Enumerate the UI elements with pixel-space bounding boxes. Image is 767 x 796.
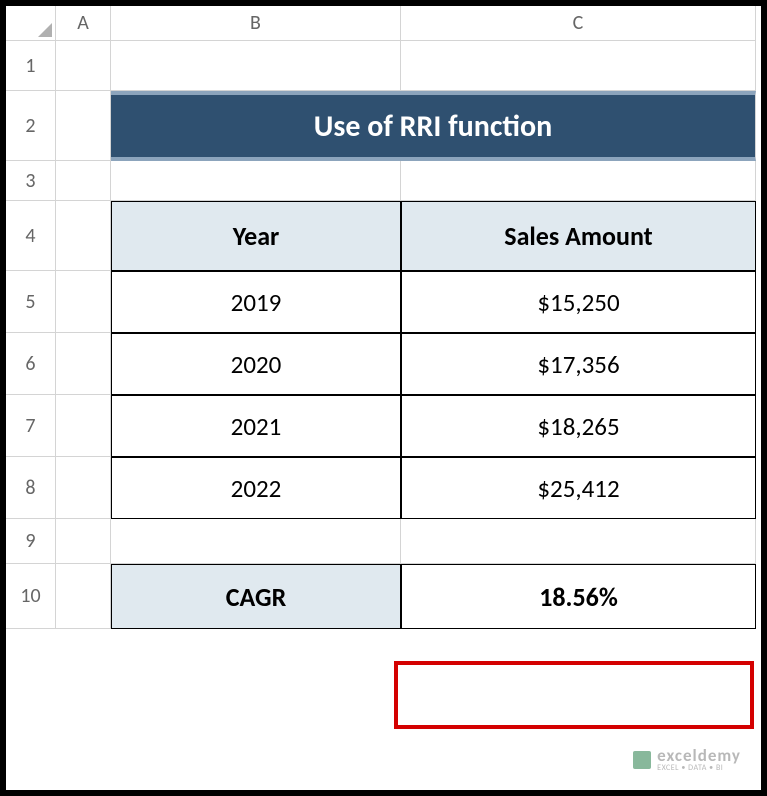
cell-A4[interactable] xyxy=(56,201,111,271)
spreadsheet-grid: A B C 1 2 Use of RRI function 3 4 Year S… xyxy=(6,6,761,629)
table-header-year[interactable]: Year xyxy=(111,201,401,271)
cell-A7[interactable] xyxy=(56,395,111,457)
cell-C9[interactable] xyxy=(401,519,756,564)
cell-A8[interactable] xyxy=(56,457,111,519)
table-row[interactable]: $25,412 xyxy=(401,457,756,519)
watermark-tagline: EXCEL • DATA • BI xyxy=(657,764,741,772)
cell-A1[interactable] xyxy=(56,41,111,91)
cell-A2[interactable] xyxy=(56,91,111,161)
title-banner[interactable]: Use of RRI function xyxy=(111,91,756,161)
watermark: exceldemy EXCEL • DATA • BI xyxy=(633,747,741,772)
cell-B3[interactable] xyxy=(111,161,401,201)
cell-B1[interactable] xyxy=(111,41,401,91)
table-row[interactable]: $17,356 xyxy=(401,333,756,395)
cell-A3[interactable] xyxy=(56,161,111,201)
exceldemy-icon xyxy=(633,751,651,769)
row-header-9[interactable]: 9 xyxy=(6,519,56,564)
cell-C3[interactable] xyxy=(401,161,756,201)
row-header-10[interactable]: 10 xyxy=(6,564,56,629)
cell-A9[interactable] xyxy=(56,519,111,564)
row-header-2[interactable]: 2 xyxy=(6,91,56,161)
row-header-6[interactable]: 6 xyxy=(6,333,56,395)
cell-A5[interactable] xyxy=(56,271,111,333)
cagr-label[interactable]: CAGR xyxy=(111,564,401,629)
col-header-A[interactable]: A xyxy=(56,6,111,41)
cagr-value[interactable]: 18.56% xyxy=(401,564,756,629)
watermark-brand: exceldemy xyxy=(657,747,741,764)
row-header-1[interactable]: 1 xyxy=(6,41,56,91)
cell-C1[interactable] xyxy=(401,41,756,91)
row-header-3[interactable]: 3 xyxy=(6,161,56,201)
col-header-B[interactable]: B xyxy=(111,6,401,41)
table-header-sales[interactable]: Sales Amount xyxy=(401,201,756,271)
table-row[interactable]: 2022 xyxy=(111,457,401,519)
select-all-corner[interactable] xyxy=(6,6,56,41)
cell-A6[interactable] xyxy=(56,333,111,395)
highlight-rectangle xyxy=(394,661,754,729)
row-header-7[interactable]: 7 xyxy=(6,395,56,457)
table-row[interactable]: $18,265 xyxy=(401,395,756,457)
table-row[interactable]: 2021 xyxy=(111,395,401,457)
table-row[interactable]: 2019 xyxy=(111,271,401,333)
cell-A10[interactable] xyxy=(56,564,111,629)
table-row[interactable]: $15,250 xyxy=(401,271,756,333)
row-header-8[interactable]: 8 xyxy=(6,457,56,519)
cell-B9[interactable] xyxy=(111,519,401,564)
col-header-C[interactable]: C xyxy=(401,6,756,41)
row-header-4[interactable]: 4 xyxy=(6,201,56,271)
table-row[interactable]: 2020 xyxy=(111,333,401,395)
row-header-5[interactable]: 5 xyxy=(6,271,56,333)
